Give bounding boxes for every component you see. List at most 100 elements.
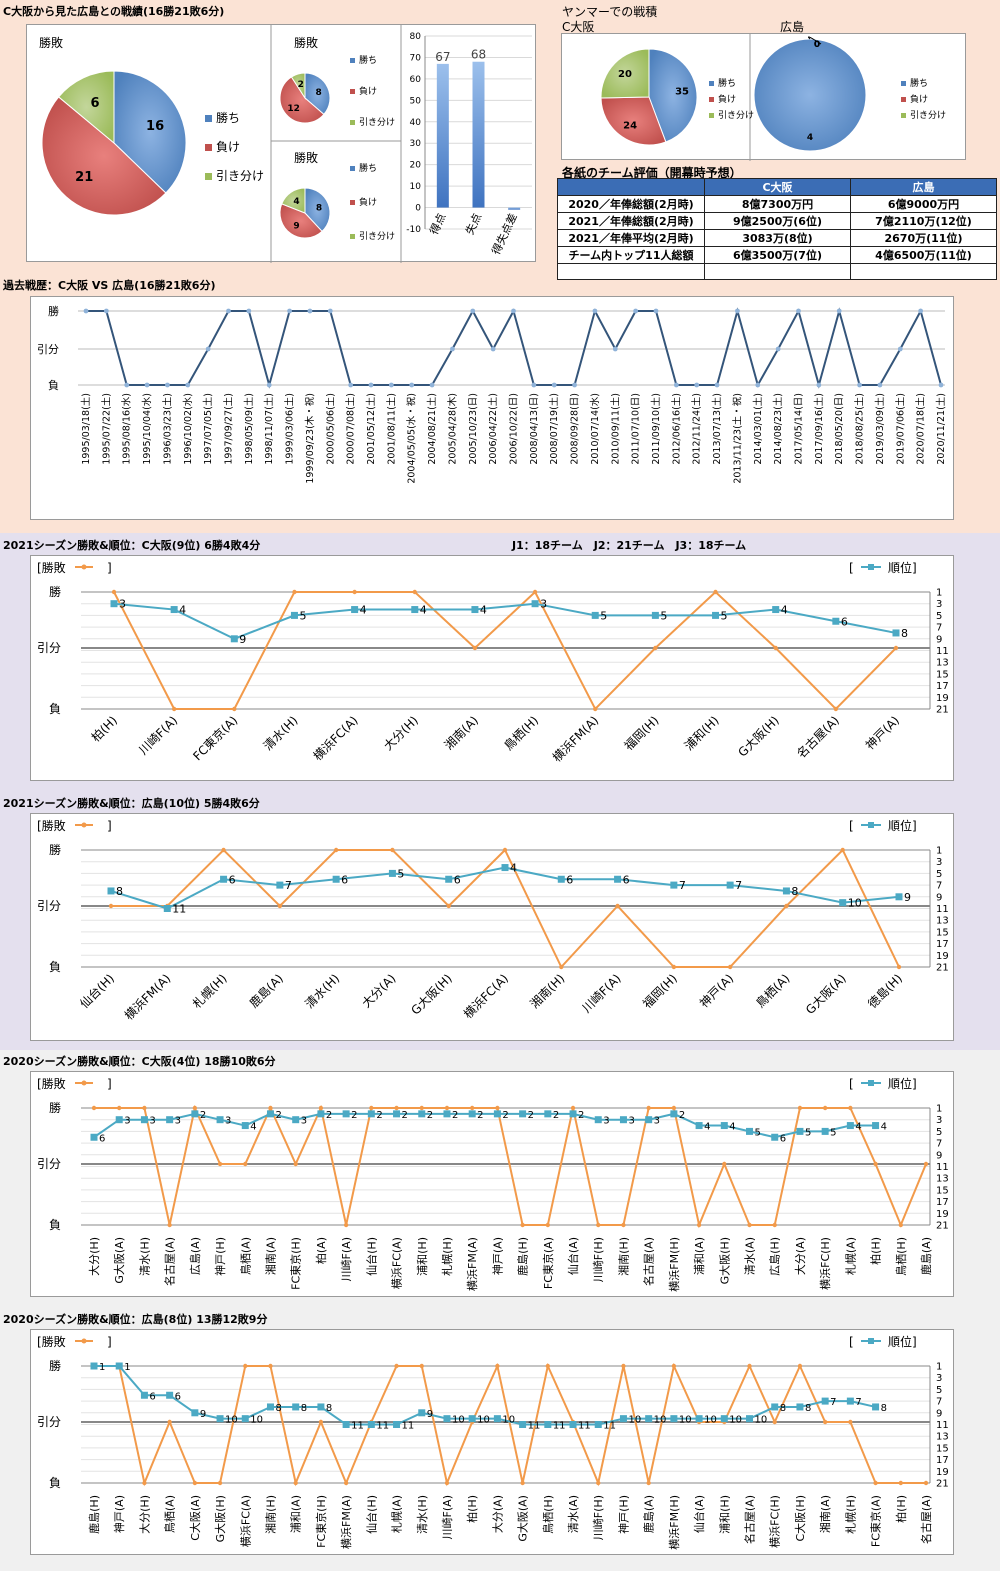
result-point <box>747 1363 752 1369</box>
history-point <box>165 382 170 388</box>
eval-cell: 7億2110万(12位) <box>850 212 997 230</box>
bar <box>436 63 449 208</box>
rank-value-label: 4 <box>179 604 186 617</box>
result-point <box>898 1480 903 1486</box>
rank-point <box>493 1415 501 1423</box>
season-xlabel: 鹿島(A) <box>919 1237 933 1275</box>
rank-point <box>594 1421 602 1428</box>
rank-point <box>569 1421 577 1428</box>
season-xlabel: 大分(A) <box>490 1495 504 1533</box>
season-xlabel: 鹿島(A) <box>642 1495 656 1533</box>
legend-swatch <box>205 173 212 180</box>
rank-value-label: 1 <box>99 1362 105 1373</box>
rank-value-label: 2 <box>502 1110 508 1121</box>
yanmar-right-label: 広島 <box>780 20 805 34</box>
yanmar-left-label: C大阪 <box>562 20 595 34</box>
result-point <box>840 847 845 853</box>
season-result-ylabel: 勝 <box>49 1100 61 1115</box>
history-point <box>796 308 801 314</box>
rank-value-label: 5 <box>299 609 306 622</box>
legend-rank-label: 順位] <box>888 560 917 575</box>
result-point <box>277 903 283 909</box>
pie-slice <box>113 70 187 194</box>
season-xlabel: 横浜FM(A) <box>465 1237 479 1291</box>
rank-point <box>216 1415 224 1423</box>
legend-bracket: ] <box>107 819 112 833</box>
history-point <box>714 382 720 388</box>
season-rank-tick: 17 <box>936 939 949 950</box>
result-point <box>797 1363 803 1369</box>
rank-point <box>266 1403 274 1411</box>
eval-cell: 6億9000万円 <box>850 195 997 213</box>
season-xlabel: 湘南(H) <box>263 1495 277 1534</box>
history-point <box>551 382 557 388</box>
season-xlabel: G大阪(H) <box>213 1495 227 1542</box>
eval-cell: 8億7300万円 <box>704 195 851 213</box>
season-xlabel: 広島(A) <box>188 1237 202 1275</box>
history-xlabel: 2020/11/21(土) <box>935 393 947 465</box>
history-point <box>531 382 537 388</box>
s2-title: 2021シーズン勝敗&順位：広島(10位) 5勝4敗6分 <box>3 797 260 810</box>
season-xlabel: 札幌(H) <box>189 971 230 1012</box>
season-xlabel: 仙台(H) <box>77 971 118 1012</box>
pie-leader-line <box>808 36 822 45</box>
history-xlabel: 2014/08/23(土) <box>772 393 784 465</box>
season-rank-tick: 19 <box>936 1209 949 1220</box>
result-point <box>596 1480 601 1486</box>
legend-result-label: [勝敗 <box>37 560 66 575</box>
rank-value-label: 10 <box>477 1415 490 1426</box>
history-point <box>83 308 89 314</box>
rank-point <box>163 905 171 912</box>
rank-point <box>216 1116 224 1124</box>
eval-cell-empty <box>557 263 705 280</box>
rank-value-label: 2 <box>326 1110 332 1121</box>
rank-point <box>90 1362 98 1370</box>
season-xlabel: 柏(H) <box>894 1495 908 1523</box>
season-xlabel: G大阪(A) <box>803 971 849 1017</box>
rank-value-label: 3 <box>225 1116 231 1127</box>
eval-cell: 2020／年俸総額(2月時) <box>557 195 705 213</box>
season-xlabel: 横浜FM(H) <box>667 1495 681 1550</box>
result-point <box>446 903 451 909</box>
rank-point <box>468 1110 476 1118</box>
rank-value-label: 7 <box>285 879 292 892</box>
rank-point <box>468 1415 476 1423</box>
rank-value-label: 10 <box>729 1415 742 1426</box>
rank-point <box>107 887 115 895</box>
season-rank-tick: 5 <box>936 611 942 622</box>
history-xlabel: 1998/05/09(土) <box>243 393 255 465</box>
pie-value-label: 35 <box>675 87 689 98</box>
legend-bracket: ] <box>107 1077 112 1091</box>
season-xlabel: G大阪(A) <box>112 1237 126 1284</box>
goals-bar-chart: -10 0 10 20 30 40 50 60 70 80 67 得点 68 失点 得失点差 <box>406 32 532 257</box>
season-xlabel: 鹿島(H) <box>516 1237 530 1276</box>
pie-slice <box>57 70 115 145</box>
rank-value-label: 8 <box>275 1403 281 1414</box>
history-xlabel: 2006/04/22(土) <box>487 393 499 465</box>
history-xlabel: 2004/05/05(水・祝) <box>406 393 418 484</box>
legend-swatch <box>205 144 212 151</box>
legend-label: 引き分け <box>359 117 395 128</box>
season-xlabel: 川崎F(A) <box>339 1237 353 1281</box>
result-point <box>495 1363 500 1369</box>
season-xlabel: 札幌(H) <box>440 1237 454 1276</box>
result-point <box>520 1222 525 1228</box>
legend-swatch <box>709 97 714 102</box>
history-xlabel: 2013/07/13(土) <box>711 393 723 465</box>
history-point <box>572 382 577 388</box>
pie-value-label: 20 <box>618 69 632 80</box>
season-xlabel: C大阪(H) <box>793 1495 807 1542</box>
season-xlabel: 仙台(H) <box>364 1495 378 1534</box>
result-point <box>873 1161 878 1167</box>
bar-category-label: 得失点差 <box>489 211 520 257</box>
rank-point <box>746 1127 754 1135</box>
bar-ytick: 70 <box>410 53 422 63</box>
legend-bracket: [ <box>849 1077 854 1091</box>
rank-value-label: 3 <box>119 598 126 611</box>
result-point <box>142 1105 147 1111</box>
result-point <box>653 645 658 651</box>
result-point <box>559 964 564 970</box>
result-point <box>394 1363 399 1369</box>
